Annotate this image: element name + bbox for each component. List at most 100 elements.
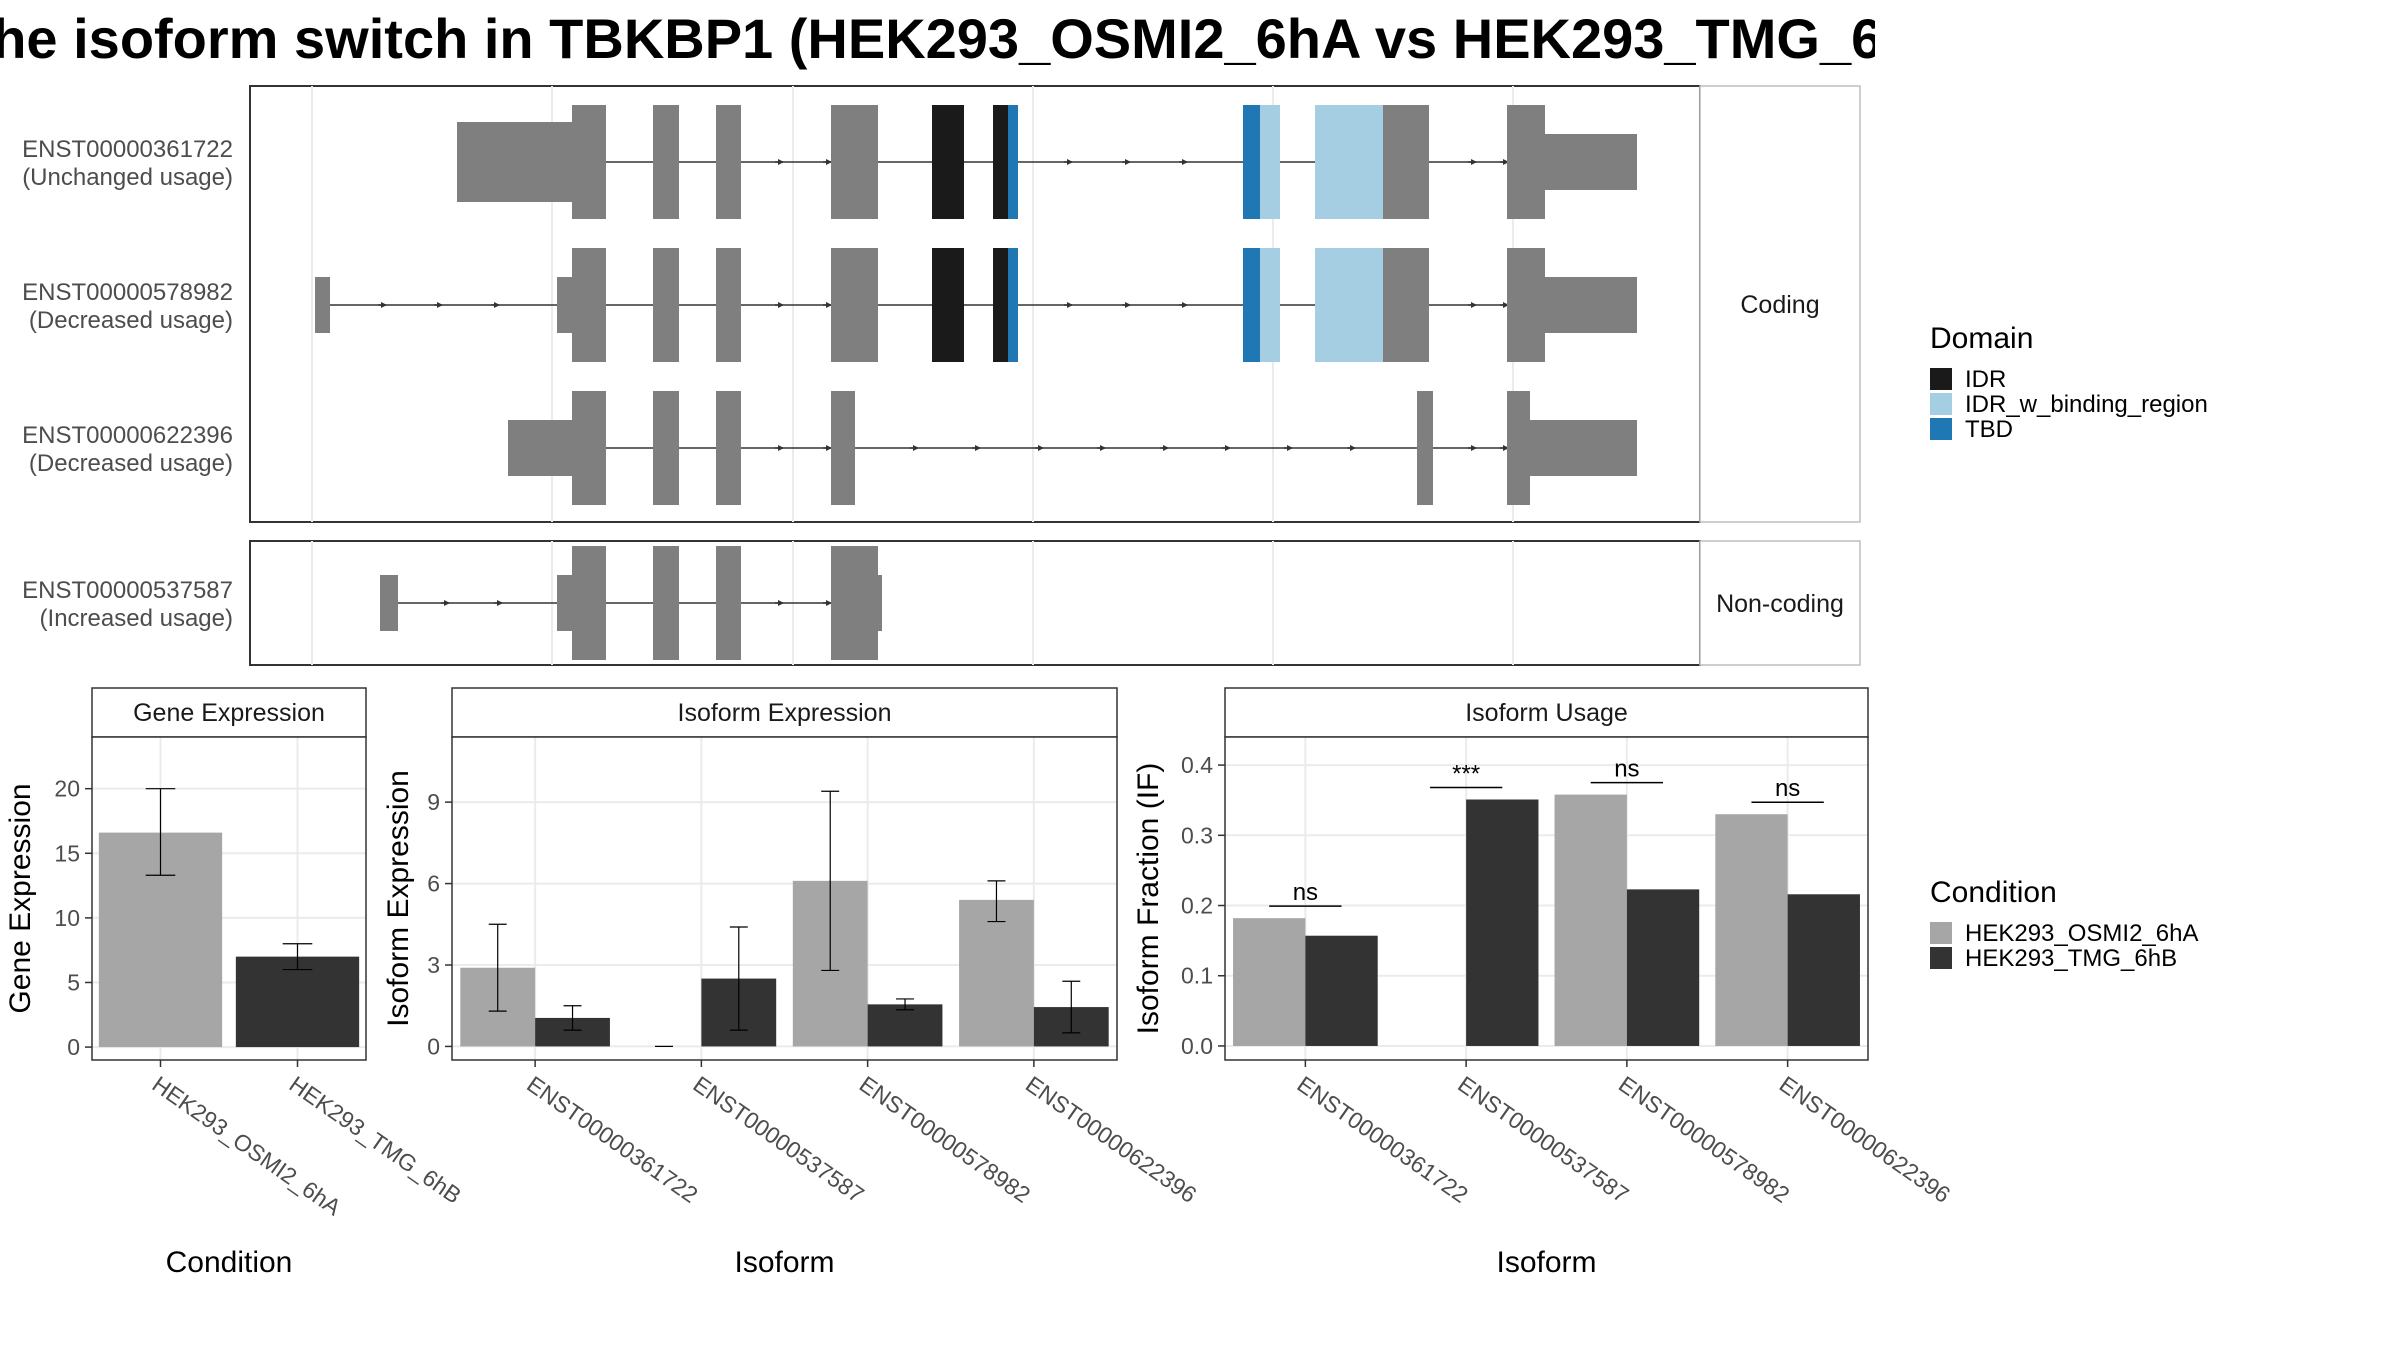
domain-legend-title: Domain — [1930, 322, 2033, 355]
exon — [457, 122, 572, 202]
transcript-usage-label: (Decreased usage) — [29, 307, 233, 334]
y-axis-title: Gene Expression — [4, 783, 37, 1013]
exon — [831, 105, 878, 219]
x-tick-label: ENST00000537587 — [689, 1071, 869, 1208]
domain-legend-swatch — [1930, 368, 1952, 390]
figure-title: The isoform switch in TBKBP1 (HEK293_OSM… — [0, 7, 1976, 70]
domain-IDR_w_binding_region — [1260, 248, 1280, 362]
transcript-ENST00000361722 — [457, 105, 1637, 219]
x-tick-label: ENST00000622396 — [1021, 1071, 1201, 1208]
domain-IDR_w_binding_region — [1315, 248, 1383, 362]
chart-strip — [451, 687, 1118, 738]
y-tick-label: 0.4 — [1181, 752, 1213, 778]
exon — [831, 248, 878, 362]
y-tick-label: 0.3 — [1181, 822, 1213, 848]
domain-IDR — [932, 105, 964, 219]
chart-strip — [91, 687, 367, 738]
transcript-usage-label: (Decreased usage) — [29, 450, 233, 477]
transcript-id-label: ENST00000578982 — [22, 279, 233, 306]
domain-legend-label: IDR_w_binding_region — [1965, 391, 2208, 418]
y-tick-label: 3 — [427, 952, 440, 978]
exon — [653, 248, 679, 362]
exon — [572, 391, 606, 505]
exon — [653, 105, 679, 219]
domain-legend-swatch — [1930, 418, 1952, 440]
exon — [1530, 420, 1637, 476]
exon — [1383, 105, 1429, 219]
isoform-structure-plot: Coding Non-coding ENST00000361722(Unchange… — [22, 85, 1861, 666]
chart-strip — [1224, 687, 1869, 738]
exon — [508, 420, 572, 476]
significance-label: *** — [1452, 760, 1480, 787]
significance-label: ns — [1614, 756, 1639, 783]
y-tick-label: 10 — [54, 905, 80, 931]
bar — [1626, 889, 1700, 1046]
exon — [1507, 248, 1545, 362]
bar — [1554, 794, 1627, 1046]
exon — [716, 248, 741, 362]
exon — [1383, 248, 1429, 362]
chart-panel-border — [91, 736, 367, 1061]
transcript-id-label: ENST00000361722 — [22, 136, 233, 163]
exon — [1545, 277, 1637, 333]
exon — [716, 546, 741, 660]
bar — [235, 956, 360, 1048]
exon — [380, 575, 398, 631]
chart-panel-border — [1224, 736, 1869, 1061]
y-tick-label: 5 — [67, 969, 80, 995]
domain-TBD — [1008, 248, 1018, 362]
domain-TBD — [1008, 105, 1018, 219]
bar — [1715, 814, 1788, 1046]
facet-label: Coding — [1740, 291, 1819, 319]
y-tick-label: 0.0 — [1181, 1033, 1213, 1059]
transcript-usage-label: (Unchanged usage) — [22, 164, 233, 191]
y-tick-label: 0 — [427, 1033, 440, 1059]
transcript-ENST00000537587 — [380, 546, 882, 660]
facet-strip-1 — [1699, 540, 1861, 666]
bar — [1787, 894, 1860, 1046]
transcript-usage-label: (Increased usage) — [40, 605, 233, 632]
chart-2: Isoform Usage 0.0 0.1 0.2 0.3 0.4 ns *** ns ns ENS… — [1132, 687, 1955, 1279]
exon — [1417, 391, 1433, 505]
bar — [1466, 799, 1539, 1046]
x-tick-label: ENST00000361722 — [522, 1071, 702, 1208]
chart-panel-border — [451, 736, 1118, 1061]
exon — [831, 391, 855, 505]
exon — [1507, 105, 1545, 219]
x-tick-label: ENST00000361722 — [1293, 1071, 1473, 1208]
chart-1: Isoform Expression0369ENST00000361722ENS… — [382, 687, 1201, 1279]
chart-title: Gene Expression — [133, 699, 325, 727]
domain-IDR_w_binding_region — [1315, 105, 1383, 219]
x-axis-title: Condition — [166, 1246, 293, 1279]
y-tick-label: 9 — [427, 789, 440, 815]
domain-legend-label: TBD — [1965, 416, 2013, 443]
exon — [716, 105, 741, 219]
domain-TBD — [1243, 248, 1260, 362]
transcript-ENST00000622396 — [508, 391, 1637, 505]
x-tick-label: ENST00000578982 — [1614, 1071, 1794, 1208]
y-axis-title: Isoform Expression — [382, 770, 415, 1027]
domain-TBD — [1243, 105, 1260, 219]
significance-label: ns — [1775, 775, 1800, 802]
exon — [557, 277, 572, 333]
chart-title: Isoform Usage — [1465, 699, 1628, 727]
domain-legend-swatch — [1930, 393, 1952, 415]
y-tick-label: 0.2 — [1181, 893, 1213, 919]
exon — [572, 105, 606, 219]
y-tick-label: 6 — [427, 871, 440, 897]
exon — [878, 575, 882, 631]
exon — [831, 546, 878, 660]
exon — [1507, 391, 1530, 505]
condition-legend-label: HEK293_TMG_6hB — [1965, 945, 2177, 972]
bar — [1233, 918, 1306, 1046]
condition-legend-swatch — [1930, 947, 1952, 969]
domain-IDR — [993, 105, 1008, 219]
transcript-id-label: ENST00000622396 — [22, 422, 233, 449]
bar — [959, 899, 1034, 1047]
y-tick-label: 20 — [54, 776, 80, 802]
bar — [867, 1004, 943, 1047]
x-axis-title: Isoform — [734, 1246, 834, 1279]
domain-IDR — [993, 248, 1008, 362]
